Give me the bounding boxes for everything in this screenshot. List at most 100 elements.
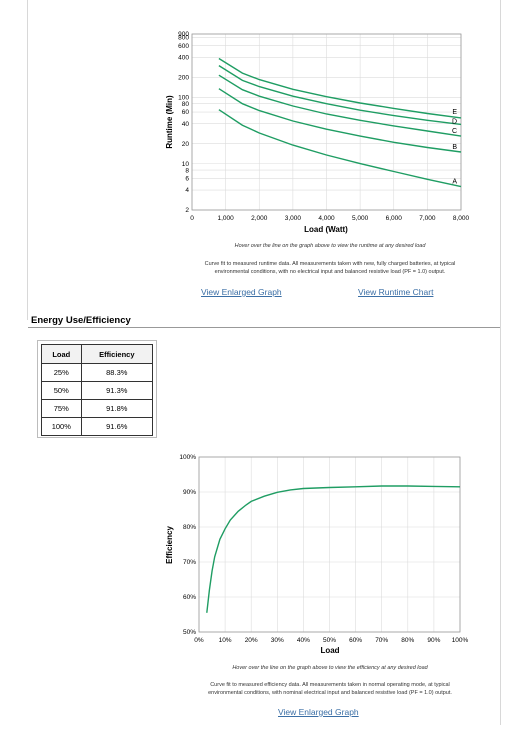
efficiency-x-tick-label: 100% <box>452 637 469 644</box>
runtime-y-tick-label: 800 <box>178 35 189 42</box>
table-header-efficiency: Efficiency <box>80 344 154 364</box>
runtime-series-label-b: B <box>452 144 457 151</box>
runtime-x-tick-label: 2,000 <box>251 215 268 222</box>
table-header-load: Load <box>41 344 82 364</box>
runtime-y-tick-label: 400 <box>178 55 189 62</box>
table-row: 100% 91.6% <box>41 417 154 436</box>
runtime-x-axis-label: Load (Watt) <box>304 225 348 234</box>
efficiency-curve-note-line2: environmental conditions, with nominal e… <box>208 689 452 696</box>
runtime-x-tick-label: 4,000 <box>318 215 335 222</box>
runtime-series-label-a: A <box>452 179 457 186</box>
runtime-x-tick-labels: 0 1,000 2,000 3,000 4,000 5,000 6,000 7,000 8,00… <box>190 215 469 222</box>
runtime-hover-note: Hover over the line on the graph above t… <box>234 243 426 249</box>
runtime-series-line-b <box>218 88 462 153</box>
runtime-series-labels: A B CDE <box>452 109 457 186</box>
efficiency-series-line <box>206 485 461 613</box>
runtime-series-label-c: C <box>452 128 457 135</box>
efficiency-x-tick-label: 50% <box>323 637 336 644</box>
efficiency-x-tick-label: 40% <box>297 637 310 644</box>
table-cell-efficiency: 91.6% <box>80 417 154 436</box>
efficiency-x-tick-labels: 0% 10% 20% 30% 40% 50% 60% 70% 80% 90% 100% <box>194 637 468 644</box>
efficiency-series-group <box>206 485 461 613</box>
runtime-y-tick-label: 20 <box>182 141 190 148</box>
energy-section-title: Energy Use/Efficiency <box>31 315 131 326</box>
efficiency-x-tick-label: 90% <box>427 637 440 644</box>
runtime-y-tick-label: 4 <box>185 187 189 194</box>
runtime-y-tick-label: 80 <box>182 101 190 108</box>
section-divider <box>28 327 500 328</box>
runtime-y-tick-label: 10 <box>182 161 190 168</box>
runtime-y-tick-label: 8 <box>185 167 189 174</box>
runtime-x-tick-label: 3,000 <box>285 215 302 222</box>
efficiency-y-tick-label: 60% <box>183 594 196 601</box>
runtime-chart[interactable]: A B CDE 0 1,000 2,000 3,000 4,000 5,000 6,000 7,0… <box>0 0 524 240</box>
runtime-x-tick-label: 1,000 <box>217 215 234 222</box>
efficiency-table: Load Efficiency 25% 88.3% 50% 91.3% 75% … <box>41 344 154 436</box>
efficiency-x-axis-label: Load <box>320 646 339 655</box>
runtime-series-label-d: D <box>452 118 457 125</box>
runtime-y-tick-label: 40 <box>182 121 190 128</box>
runtime-x-tick-label: 0 <box>190 215 194 222</box>
runtime-curve-note-line2: environmental conditions, with no electr… <box>214 268 446 275</box>
runtime-chart-grid <box>191 33 462 211</box>
runtime-series-line-e <box>218 57 462 119</box>
runtime-series-line-a <box>218 109 462 188</box>
page-frame-left <box>27 0 28 320</box>
runtime-series-line-c <box>218 74 462 137</box>
efficiency-x-tick-label: 70% <box>375 637 388 644</box>
runtime-y-axis-label: Runtime (Min) <box>165 95 174 149</box>
runtime-y-tick-label: 2 <box>185 207 189 214</box>
runtime-curve-note: Curve fit to measured runtime data. All … <box>150 261 510 277</box>
efficiency-x-tick-label: 20% <box>245 637 258 644</box>
table-row: 50% 91.3% <box>41 381 154 400</box>
efficiency-curve-note-line1: Curve fit to measured efficiency data. A… <box>210 682 450 688</box>
runtime-x-tick-label: 6,000 <box>386 215 403 222</box>
table-cell-load: 75% <box>41 399 82 418</box>
table-cell-load: 100% <box>41 417 82 436</box>
efficiency-x-tick-label: 10% <box>219 637 232 644</box>
table-row: 25% 88.3% <box>41 363 154 382</box>
efficiency-y-tick-label: 100% <box>179 454 196 461</box>
runtime-y-tick-label: 100 <box>178 94 189 101</box>
efficiency-chart-grid <box>198 456 461 633</box>
efficiency-curve-note: Curve fit to measured efficiency data. A… <box>150 682 510 698</box>
view-runtime-chart-link[interactable]: View Runtime Chart <box>358 287 434 297</box>
table-row: 75% 91.8% <box>41 399 154 418</box>
efficiency-x-tick-label: 30% <box>271 637 284 644</box>
view-enlarged-efficiency-graph-link[interactable]: View Enlarged Graph <box>278 707 359 717</box>
runtime-curve-note-line1: Curve fit to measured runtime data. All … <box>204 261 456 267</box>
efficiency-y-tick-label: 80% <box>183 524 196 531</box>
table-cell-efficiency: 91.8% <box>80 399 154 418</box>
runtime-x-tick-label: 8,000 <box>453 215 470 222</box>
efficiency-plot-frame <box>198 456 461 633</box>
efficiency-x-tick-label: 80% <box>401 637 414 644</box>
page-frame-right <box>500 0 501 725</box>
table-cell-load: 25% <box>41 363 82 382</box>
efficiency-x-tick-label: 0% <box>194 637 204 644</box>
efficiency-y-tick-labels: 50% 60% 70% 80% 90% 100% <box>179 454 196 636</box>
runtime-series-line-d <box>218 65 462 126</box>
table-cell-load: 50% <box>41 381 82 400</box>
runtime-plot-frame <box>191 33 462 211</box>
efficiency-y-tick-label: 70% <box>183 559 196 566</box>
view-enlarged-graph-link[interactable]: View Enlarged Graph <box>201 287 282 297</box>
table-cell-efficiency: 88.3% <box>80 363 154 382</box>
efficiency-chart[interactable]: 0% 10% 20% 30% 40% 50% 60% 70% 80% 90% 100% 50% 60%… <box>0 450 524 660</box>
runtime-series-label-e: E <box>452 109 457 116</box>
efficiency-y-tick-label: 90% <box>183 489 196 496</box>
table-cell-efficiency: 91.3% <box>80 381 154 400</box>
efficiency-y-axis-label: Efficiency <box>165 526 174 564</box>
efficiency-hover-note: Hover over the line on the graph above t… <box>232 665 428 671</box>
runtime-y-tick-label: 200 <box>178 75 189 82</box>
efficiency-table-container: Load Efficiency 25% 88.3% 50% 91.3% 75% … <box>37 340 157 438</box>
runtime-y-tick-label: 60 <box>182 109 190 116</box>
runtime-y-tick-label: 600 <box>178 43 189 50</box>
efficiency-x-tick-label: 60% <box>349 637 362 644</box>
runtime-y-tick-label: 900 <box>178 31 189 38</box>
efficiency-y-tick-label: 50% <box>183 629 196 636</box>
runtime-x-tick-label: 5,000 <box>352 215 369 222</box>
table-header-row: Load Efficiency <box>41 344 154 364</box>
runtime-x-tick-label: 7,000 <box>419 215 436 222</box>
runtime-series-group <box>218 57 462 188</box>
